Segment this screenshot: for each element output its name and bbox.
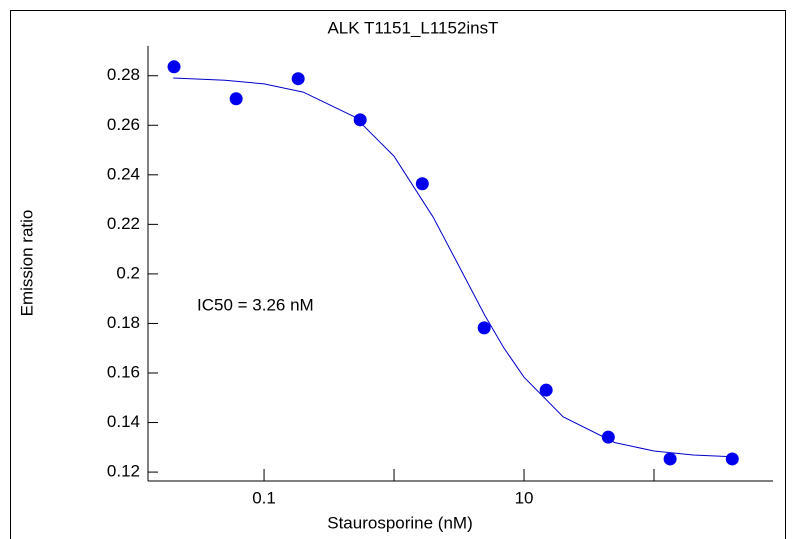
- x-tick-label: 0.1: [252, 488, 276, 507]
- data-point: [167, 60, 181, 74]
- chart-title: ALK T1151_L1152insT: [327, 18, 498, 37]
- y-tick-label: 0.28: [107, 65, 140, 84]
- frame: [10, 10, 786, 539]
- y-tick-label: 0.26: [107, 115, 140, 134]
- data-point: [353, 113, 367, 127]
- y-tick-label: 0.24: [107, 164, 140, 183]
- data-point: [539, 383, 553, 397]
- data-point: [663, 452, 677, 466]
- y-tick-label: 0.2: [116, 263, 140, 282]
- x-axis-label: Staurosporine (nM): [327, 513, 473, 532]
- fit-curve: [173, 77, 733, 458]
- y-axis-label: Emission ratio: [17, 210, 36, 317]
- y-tick-label: 0.16: [107, 362, 140, 381]
- annotation: IC50 = 3.26 nM: [197, 295, 314, 314]
- data-point: [725, 452, 739, 466]
- data-point: [477, 321, 491, 335]
- data-point: [415, 177, 429, 191]
- y-tick-label: 0.22: [107, 214, 140, 233]
- y-tick-label: 0.14: [107, 412, 140, 431]
- data-point: [291, 72, 305, 86]
- x-tick-label: 10: [515, 488, 534, 507]
- data-point: [229, 92, 243, 106]
- data-point: [601, 430, 615, 444]
- y-tick-label: 0.12: [107, 462, 140, 481]
- y-tick-label: 0.18: [107, 313, 140, 332]
